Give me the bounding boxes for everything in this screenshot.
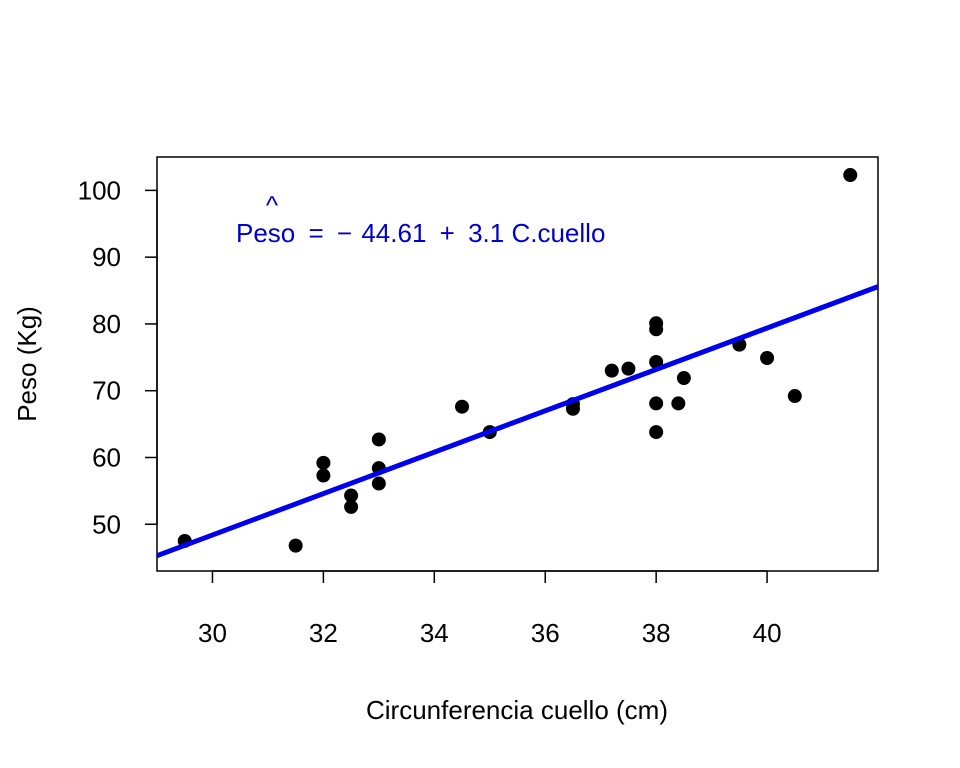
- data-point: [371, 432, 386, 447]
- y-axis-title: Peso (Kg): [12, 306, 42, 422]
- equation-intercept: 44.61: [361, 218, 426, 248]
- data-point: [316, 455, 331, 470]
- x-axis: 30 32 34 36 38 40: [198, 570, 782, 648]
- y-tick-label: 80: [92, 309, 121, 339]
- data-point: [344, 488, 359, 503]
- data-point: [649, 396, 664, 411]
- x-tick-label: 38: [642, 618, 671, 648]
- data-point: [316, 468, 331, 483]
- x-tick-label: 36: [531, 618, 560, 648]
- data-point: [843, 168, 858, 183]
- data-point: [671, 396, 686, 411]
- data-point: [604, 363, 619, 378]
- data-point: [649, 322, 664, 337]
- x-tick-label: 30: [198, 618, 227, 648]
- equation-slope: 3.1: [468, 218, 504, 248]
- y-tick-label: 100: [78, 175, 121, 205]
- equation-hat: ^: [266, 190, 279, 220]
- y-tick-label: 70: [92, 376, 121, 406]
- data-point: [565, 401, 580, 416]
- y-tick-label: 50: [92, 509, 121, 539]
- y-axis: 50 60 70 80 90 100: [78, 175, 158, 539]
- x-tick-label: 34: [420, 618, 449, 648]
- data-point: [371, 476, 386, 491]
- data-point: [455, 399, 470, 414]
- equation-minus: −: [337, 218, 352, 248]
- y-tick-label: 90: [92, 242, 121, 272]
- data-point: [760, 350, 775, 365]
- x-tick-label: 32: [309, 618, 338, 648]
- data-point: [649, 425, 664, 440]
- regression-equation: Peso = − 44.61 + 3.1 C.cuello: [236, 218, 605, 248]
- x-tick-label: 40: [753, 618, 782, 648]
- data-point: [787, 389, 802, 404]
- data-point: [676, 371, 691, 386]
- data-point: [288, 538, 303, 553]
- equation-variable: C.cuello: [511, 218, 605, 248]
- y-tick-label: 60: [92, 442, 121, 472]
- data-point: [344, 499, 359, 514]
- equation-lhs: Peso: [236, 218, 295, 248]
- data-point: [621, 361, 636, 376]
- x-axis-title: Circunferencia cuello (cm): [366, 695, 668, 725]
- regression-line: [156, 284, 879, 559]
- data-points: [177, 168, 858, 553]
- equation-equals: =: [309, 218, 324, 248]
- equation-plus: +: [440, 218, 455, 248]
